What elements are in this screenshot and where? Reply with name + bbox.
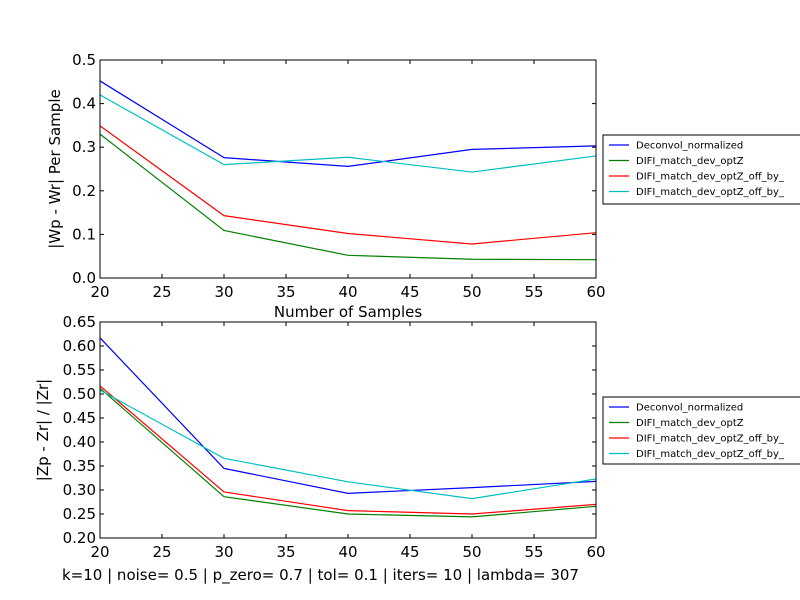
x-tick-label: 60 bbox=[586, 543, 605, 561]
legend-label-1: Deconvol_normalized bbox=[636, 141, 743, 152]
y-tick-label: 0.55 bbox=[63, 361, 96, 379]
y-tick-label: 0.30 bbox=[63, 481, 96, 499]
x-tick-label: 45 bbox=[400, 543, 419, 561]
x-tick-label: 30 bbox=[214, 543, 233, 561]
series-line-1 bbox=[99, 337, 597, 494]
y-tick-label: 0.3 bbox=[72, 138, 96, 156]
x-tick-label: 35 bbox=[276, 283, 295, 301]
x-tick-label: 40 bbox=[338, 543, 357, 561]
y-tick-label: 0.35 bbox=[63, 457, 96, 475]
legend-label-3: DIFI_match_dev_optZ_off_by_ bbox=[636, 172, 785, 183]
x-tick-label: 60 bbox=[586, 283, 605, 301]
legend-label-4: DIFI_match_dev_optZ_off_by_ bbox=[636, 187, 785, 198]
bottom-plot: 20 25 30 35 40 45 50 55 60 0.20 0.25 0.30 0.35 0.40 0.… bbox=[34, 313, 800, 561]
x-tick-label: 55 bbox=[524, 283, 543, 301]
y-tick-label: 0.45 bbox=[63, 409, 96, 427]
y-tick-label: 0.2 bbox=[72, 182, 96, 200]
y-tick-label: 0.1 bbox=[72, 225, 96, 243]
y-tick-label: 0.60 bbox=[63, 337, 96, 355]
y-tick-label: 0.20 bbox=[63, 529, 96, 547]
y-axis-label: |Zp - Zr| / |Zr| bbox=[34, 379, 52, 481]
y-tick-label: 0.40 bbox=[63, 433, 96, 451]
series-line-3 bbox=[99, 125, 597, 245]
series-line-4 bbox=[99, 94, 597, 173]
series-line-1 bbox=[99, 80, 597, 167]
x-tick-label: 20 bbox=[90, 543, 109, 561]
legend-box bbox=[602, 396, 800, 465]
legend-label-3: DIFI_match_dev_optZ_off_by_ bbox=[636, 434, 785, 445]
y-tick-label: 0.0 bbox=[72, 269, 96, 287]
y-tick-label: 0.50 bbox=[63, 385, 96, 403]
x-tick-label: 40 bbox=[338, 283, 357, 301]
series-line-2 bbox=[99, 387, 597, 518]
series-line-4 bbox=[99, 389, 597, 500]
y-tick-label: 0.65 bbox=[63, 313, 96, 331]
y-axis-label: |Wp - Wr| Per Sample bbox=[46, 89, 64, 248]
x-tick-label: 50 bbox=[462, 543, 481, 561]
legend-label-2: DIFI_match_dev_optZ bbox=[636, 156, 744, 167]
legend-box bbox=[602, 134, 800, 205]
x-tick-label: 50 bbox=[462, 283, 481, 301]
x-tick-label: 25 bbox=[152, 543, 171, 561]
legend-label-1: Deconvol_normalized bbox=[636, 403, 743, 414]
x-axis-label: Number of Samples bbox=[274, 303, 422, 321]
top-plot: 20 25 30 35 40 45 50 55 60 0.0 0.1 0.2 0.3 0.4 0.5 Numb… bbox=[46, 51, 800, 321]
x-tick-label: 20 bbox=[90, 283, 109, 301]
axes-frame bbox=[99, 321, 597, 539]
legend-label-4: DIFI_match_dev_optZ_off_by_ bbox=[636, 449, 785, 460]
x-tick-label: 35 bbox=[276, 543, 295, 561]
y-tick-label: 0.25 bbox=[63, 505, 96, 523]
y-tick-label: 0.5 bbox=[72, 51, 96, 69]
series-line-3 bbox=[99, 385, 597, 515]
x-tick-label: 55 bbox=[524, 543, 543, 561]
x-tick-label: 45 bbox=[400, 283, 419, 301]
footer-caption: k=10 | noise= 0.5 | p_zero= 0.7 | tol= 0… bbox=[62, 566, 579, 585]
legend-label-2: DIFI_match_dev_optZ bbox=[636, 418, 744, 429]
y-tick-label: 0.4 bbox=[72, 95, 96, 113]
x-tick-label: 30 bbox=[214, 283, 233, 301]
axes-frame bbox=[99, 59, 597, 279]
series-line-2 bbox=[99, 133, 597, 261]
x-tick-label: 25 bbox=[152, 283, 171, 301]
